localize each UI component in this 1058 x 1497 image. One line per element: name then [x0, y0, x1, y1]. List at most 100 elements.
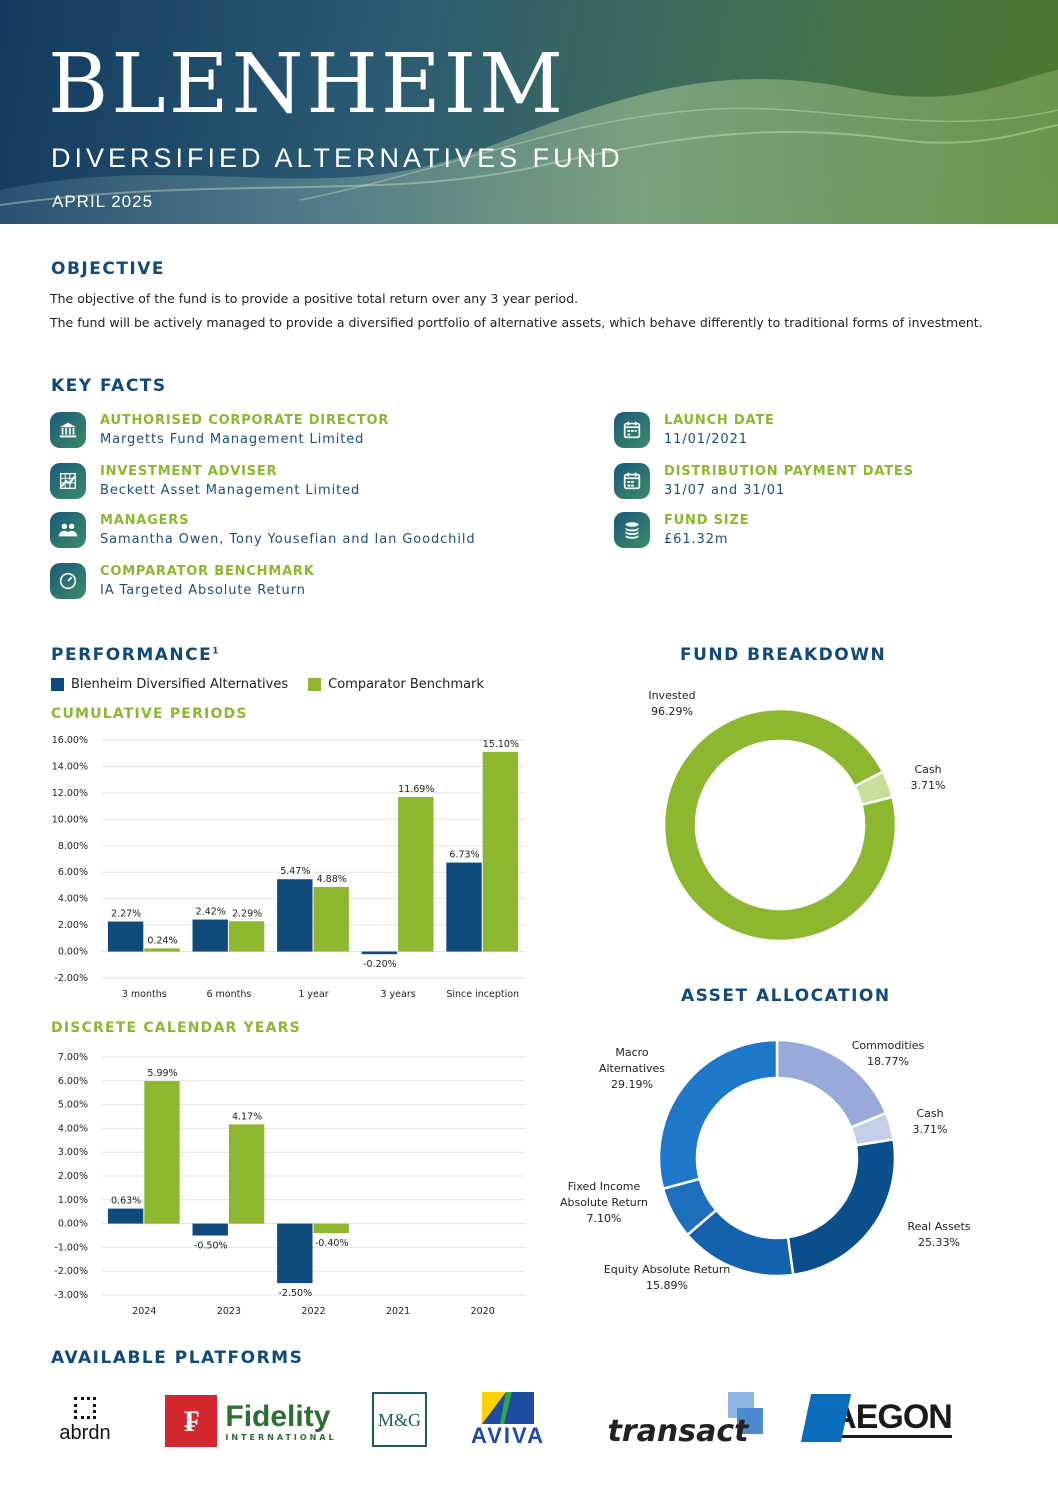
x-tick-label: 3 months — [122, 989, 167, 1000]
label-value: 29.19% — [611, 1078, 653, 1091]
data-label: 2.29% — [232, 908, 262, 919]
data-label: 6.73% — [449, 850, 479, 861]
fact-label: FUND SIZE — [664, 513, 750, 528]
fact-adviser: INVESTMENT ADVISER Beckett Asset Manageme… — [50, 463, 360, 501]
x-tick-label: Since inception — [446, 989, 519, 1000]
fidelity-text: Fidelity — [225, 1399, 331, 1433]
objective-heading: OBJECTIVE — [51, 259, 166, 279]
bar — [192, 1223, 228, 1236]
fact-label: COMPARATOR BENCHMARK — [100, 564, 315, 579]
bar — [361, 951, 398, 955]
transact-square-icon — [737, 1408, 763, 1434]
y-tick-label: -1.00% — [54, 1242, 88, 1253]
bar — [482, 751, 519, 952]
x-tick-label: 2021 — [386, 1306, 410, 1317]
bar — [228, 1124, 265, 1224]
fact-fund-size: FUND SIZE £61.32m — [614, 512, 749, 550]
key-facts-heading: KEY FACTS — [51, 376, 167, 396]
fact-label: INVESTMENT ADVISER — [100, 464, 278, 479]
coins-icon — [614, 512, 650, 548]
bar — [144, 1081, 180, 1224]
breakdown-label-invested: Invested 96.29% — [630, 688, 714, 720]
bar — [228, 921, 265, 952]
people-icon — [50, 512, 86, 548]
data-label: -0.20% — [363, 959, 397, 970]
data-label: 4.88% — [317, 874, 347, 885]
data-label: 2.42% — [196, 907, 226, 918]
breakdown-label-cash: Cash 3.71% — [898, 762, 958, 794]
header-banner: BLENHEIM DIVERSIFIED ALTERNATIVES FUND A… — [0, 0, 1058, 224]
fact-value: 31/07 and 31/01 — [664, 483, 786, 498]
fact-label: MANAGERS — [100, 513, 190, 528]
aviva-logo: AVIVA — [462, 1392, 554, 1448]
allocation-label-fixed-income: Fixed Income Absolute Return 7.10% — [556, 1179, 652, 1227]
y-tick-label: -3.00% — [54, 1290, 88, 1301]
allocation-label-commodities: Commodities 18.77% — [838, 1038, 938, 1070]
y-tick-label: 3.00% — [58, 1147, 88, 1158]
legend-benchmark: Comparator Benchmark — [328, 677, 484, 692]
donut-slice — [852, 770, 895, 807]
y-tick-label: 14.00% — [52, 761, 88, 772]
data-label: 2.27% — [111, 909, 141, 920]
objective-line-1: The objective of the fund is to provide … — [50, 291, 579, 306]
data-label: 4.17% — [232, 1111, 262, 1122]
bar — [313, 1223, 349, 1234]
abrdn-mark-icon — [74, 1397, 96, 1419]
discrete-bar-chart: -3.00% -2.00% -1.00% 0.00% 1.00% 2.00% 3.00% 4.… — [54, 1052, 525, 1317]
data-label: -0.40% — [315, 1238, 349, 1249]
abrdn-logo: abrdn — [50, 1392, 120, 1450]
mandg-logo: M&G — [372, 1392, 427, 1447]
bar — [107, 921, 144, 952]
x-tick-label: 6 months — [206, 989, 251, 1000]
donut-slice — [786, 1137, 897, 1277]
fact-managers: MANAGERS Samantha Owen, Tony Yousefian an… — [50, 512, 476, 550]
bar — [277, 879, 313, 952]
label-name: Commodities — [851, 1039, 925, 1052]
performance-legend: Blenheim Diversified Alternatives Compar… — [51, 677, 484, 692]
label-value: 15.89% — [646, 1279, 688, 1292]
data-label: 0.24% — [147, 935, 177, 946]
fidelity-subtext: INTERNATIONAL — [225, 1432, 337, 1442]
gauge-icon — [50, 563, 86, 599]
y-tick-label: 2.00% — [58, 920, 88, 931]
fact-distribution-dates: DISTRIBUTION PAYMENT DATES 31/07 and 31/0… — [614, 463, 914, 501]
chart-grid-icon — [50, 463, 86, 499]
fund-breakdown-heading: FUND BREAKDOWN — [680, 645, 887, 665]
fact-value: Beckett Asset Management Limited — [100, 483, 361, 498]
data-label: -2.50% — [279, 1288, 313, 1299]
bar — [446, 862, 482, 952]
fact-value: £61.32m — [664, 532, 729, 547]
label-value: 96.29% — [651, 705, 693, 718]
label-value: 3.71% — [910, 779, 946, 792]
y-tick-label: 6.00% — [58, 1076, 88, 1087]
fact-acd: AUTHORISED CORPORATE DIRECTOR Margetts Fu… — [50, 412, 389, 450]
label-name: Cash — [914, 763, 942, 776]
bar — [313, 887, 349, 952]
y-tick-label: 8.00% — [58, 841, 88, 852]
transact-logo: transact — [588, 1392, 768, 1450]
calendar-icon — [614, 412, 650, 448]
legend-swatch-benchmark — [308, 678, 322, 691]
label-value: 18.77% — [867, 1055, 909, 1068]
cumulative-bar-chart: -2.00% 0.00% 2.00% 4.00% 6.00% 8.00% 10.00% 12.… — [52, 735, 525, 1000]
y-tick-label: 2.00% — [58, 1171, 88, 1182]
fact-benchmark: COMPARATOR BENCHMARK IA Targeted Absolute… — [50, 563, 315, 601]
asset-allocation-heading: ASSET ALLOCATION — [681, 986, 891, 1006]
legend-fund: Blenheim Diversified Alternatives — [71, 677, 289, 692]
fidelity-logo: ₣ Fidelity INTERNATIONAL — [165, 1395, 337, 1447]
fidelity-mark-icon: ₣ — [165, 1395, 218, 1447]
data-label: 15.10% — [483, 739, 519, 750]
y-tick-label: 5.00% — [58, 1100, 88, 1111]
y-tick-label: 1.00% — [58, 1195, 88, 1206]
label-value: 3.71% — [912, 1123, 948, 1136]
objective-line-2: The fund will be actively managed to pro… — [50, 315, 983, 330]
transact-text: transact — [607, 1413, 749, 1449]
performance-heading: PERFORMANCE1 — [51, 645, 220, 665]
brand-title: BLENHEIM — [48, 37, 567, 132]
aviva-text: AVIVA — [471, 1423, 545, 1448]
allocation-label-real-assets: Real Assets 25.33% — [896, 1219, 982, 1251]
x-tick-label: 2022 — [301, 1306, 325, 1317]
bar — [277, 1223, 313, 1284]
calendar-icon — [614, 463, 650, 499]
data-label: 5.99% — [147, 1068, 177, 1079]
